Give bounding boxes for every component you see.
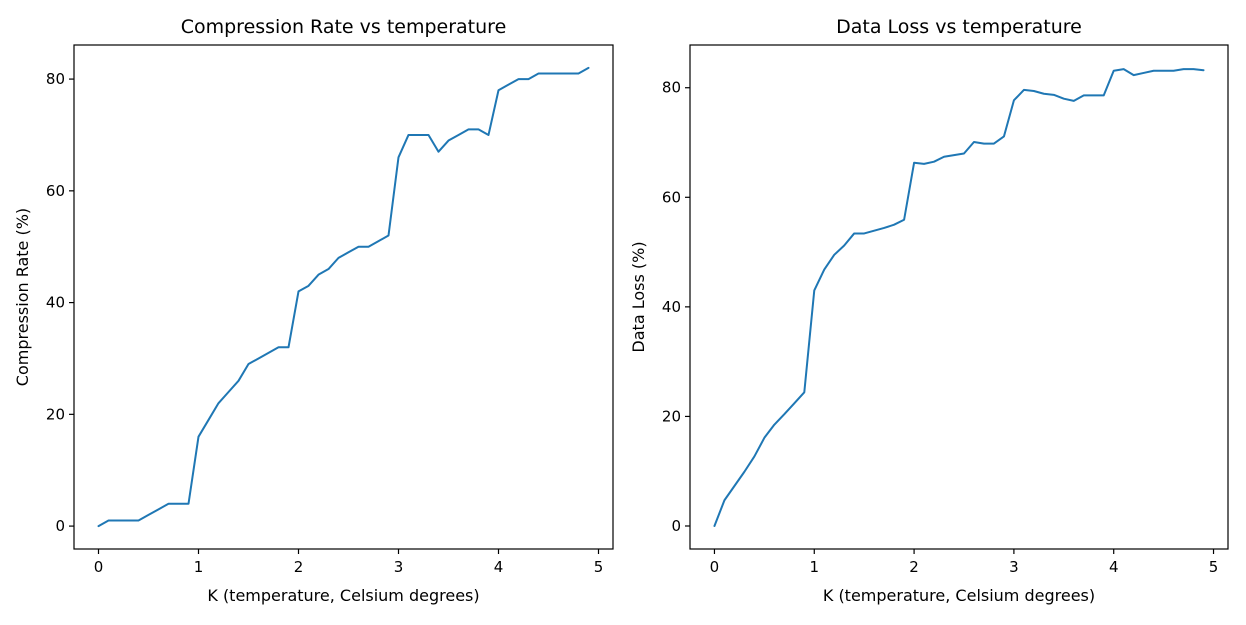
series-line-0 bbox=[97, 66, 590, 528]
x-axis-label: K (temperature, Celsium degrees) bbox=[207, 586, 479, 605]
x-tick-label: 4 bbox=[494, 558, 504, 576]
y-tick-label: 20 bbox=[46, 405, 65, 423]
y-tick-label: 60 bbox=[46, 182, 65, 200]
x-tick-label: 2 bbox=[909, 558, 919, 576]
chart-title: Data Loss vs temperature bbox=[836, 16, 1082, 38]
x-tick-label: 0 bbox=[94, 558, 104, 576]
x-tick-label: 4 bbox=[1109, 558, 1119, 576]
y-tick-label: 80 bbox=[662, 79, 681, 97]
y-tick-label: 0 bbox=[55, 517, 65, 535]
series-line-0 bbox=[713, 68, 1205, 527]
x-tick-label: 0 bbox=[710, 558, 720, 576]
chart-data-loss: Data Loss vs temperature 0 1 2 3 4 5 0 20 40 60 80… bbox=[629, 16, 1229, 605]
y-tick-label: 40 bbox=[662, 298, 681, 316]
x-tick-label: 3 bbox=[1009, 558, 1019, 576]
chart-compression-rate: Compression Rate vs temperature 0 1 2 3 4 5 0 2… bbox=[13, 16, 614, 605]
x-axis-label: K (temperature, Celsium degrees) bbox=[823, 586, 1095, 605]
x-tick-label: 2 bbox=[294, 558, 304, 576]
y-axis-label: Data Loss (%) bbox=[629, 241, 648, 352]
chart-title: Compression Rate vs temperature bbox=[181, 16, 507, 38]
plot-area: 0 1 2 3 4 5 0 20 40 60 80 bbox=[662, 44, 1229, 576]
x-tick-label: 5 bbox=[594, 558, 604, 576]
plot-area: 0 1 2 3 4 5 0 20 40 60 80 bbox=[46, 44, 614, 576]
x-tick-label: 5 bbox=[1209, 558, 1219, 576]
plot-frame bbox=[689, 44, 1229, 550]
plot-frame bbox=[73, 44, 614, 550]
y-tick-label: 60 bbox=[662, 188, 681, 206]
y-tick-label: 20 bbox=[662, 407, 681, 425]
y-tick-label: 40 bbox=[46, 294, 65, 312]
x-tick-label: 1 bbox=[194, 558, 204, 576]
x-tick-label: 3 bbox=[394, 558, 404, 576]
y-axis-label: Compression Rate (%) bbox=[13, 208, 32, 386]
y-tick-label: 0 bbox=[671, 517, 681, 535]
y-tick-label: 80 bbox=[46, 70, 65, 88]
x-tick-label: 1 bbox=[809, 558, 819, 576]
